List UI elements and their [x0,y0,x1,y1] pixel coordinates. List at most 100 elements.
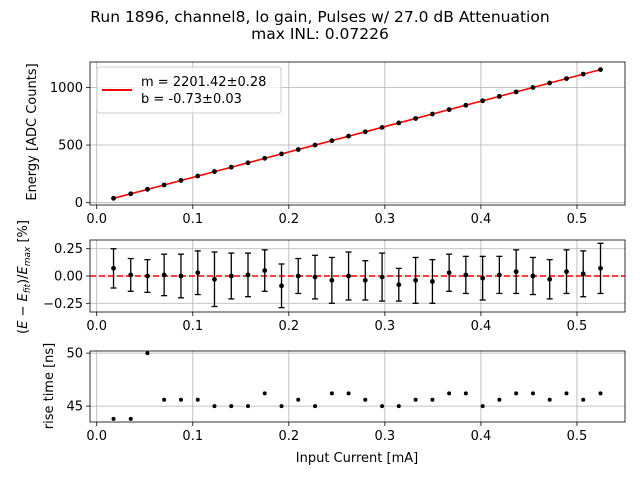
residuals-data-point [346,273,351,279]
rise-x-tick-label: 0.5 [567,429,588,444]
residuals-data-point [245,272,251,278]
energy-data-point [496,93,502,99]
rise-x-tick-label: 0.0 [86,429,107,444]
residuals-x-tick-label: 0.2 [278,319,299,334]
energy-data-point [128,191,134,197]
rise-data-point [547,397,552,402]
residuals-data-point [513,269,519,275]
energy-y-tick-label: 1000 [50,81,83,96]
energy-axes-frame [89,61,626,206]
figure-title-line1: Run 1896, channel8, lo gain, Pulses w/ 2… [90,8,549,26]
residuals-x-tick-label: 0.1 [182,319,203,334]
energy-x-tick-label: 0.1 [182,212,203,227]
residuals-data-point [530,273,536,279]
energy-data-point [111,195,116,201]
energy-x-tick-label: 0.4 [471,212,492,227]
rise-data-point [128,416,133,421]
energy-x-tick-label: 0.0 [86,212,107,227]
energy-data-point [312,142,318,148]
residuals-data-point [379,274,385,280]
residuals-y-label: (E − Efit)/Emax [%] [16,220,33,334]
energy-data-point [329,138,335,144]
energy-data-point [178,178,184,183]
rise-data-point [313,404,318,409]
residuals-data-point [145,273,150,279]
residuals-data-point [446,270,452,276]
rise-data-point [329,391,334,396]
energy-data-point [195,173,201,179]
residuals-data-point [598,265,603,271]
residuals-data-point [295,273,301,279]
rise-x-tick-label: 0.2 [278,429,299,444]
rise-data-point [497,397,502,402]
residuals-data-point [564,269,569,275]
rise-data-point [380,404,385,409]
energy-x-tick-label: 0.5 [567,212,588,227]
rise-data-point [262,391,267,396]
rise-data-point [564,391,569,396]
energy-data-point [212,169,217,174]
residuals-data-point [128,272,134,278]
legend-entry-line2: b = -0.73±0.03 [141,92,242,107]
energy-data-point [430,111,435,117]
residuals-y-tick-label: 0.00 [54,270,83,285]
rise-data-point [296,397,301,402]
energy-y-label: Energy [ADC Counts] [25,63,40,200]
residuals-x-tick-label: 0.3 [375,319,396,334]
energy-data-point [346,133,351,139]
rise-data-point [480,404,485,409]
rise-data-point [111,416,116,421]
residuals-data-point [111,265,116,271]
energy-data-point [161,182,167,188]
rise-x-tick-label: 0.1 [182,429,203,444]
energy-legend: m = 2201.42±0.28 b = -0.73±0.03 [96,66,282,114]
residuals-data-point [580,271,586,277]
x-axis-label: Input Current [mA] [296,451,418,466]
energy-data-point [413,116,419,121]
residuals-axes-frame [89,239,626,313]
energy-data-point [295,147,301,152]
rise-data-point [530,391,535,396]
residuals-data-point [161,272,167,278]
rise-data-point [363,397,368,402]
energy-panel: Energy [ADC Counts] 0.0 0.1 0.2 0.3 0.4 0.5 0 5… [25,61,626,227]
residuals-x-tick-label: 0.0 [86,319,107,334]
energy-data-point [463,102,469,108]
residuals-x-tick-label: 0.4 [471,319,492,334]
energy-data-point [547,80,553,86]
legend-box [96,66,282,114]
energy-data-point [396,120,402,126]
rise-data-point [413,397,418,402]
residuals-data-point [195,270,201,276]
residuals-data-point [312,274,318,280]
rise-y-tick-label: 50 [66,347,83,362]
residuals-data-point [547,276,553,282]
rise-x-tick-label: 0.4 [471,429,492,444]
residuals-data-point [463,272,469,278]
rise-data-point [145,351,150,356]
residuals-data-point [279,283,284,289]
residuals-data-point [178,273,184,279]
energy-data-point [262,155,268,161]
residuals-data-point [228,273,234,279]
residuals-data-point [413,277,419,283]
rise-data-point [162,397,167,402]
rise-data-point [396,404,401,409]
energy-x-tick-label: 0.2 [278,212,299,227]
rise-data-point [463,391,468,396]
energy-data-point [564,76,569,82]
rise-data-point [430,397,435,402]
rise-data-point [279,404,284,409]
rise-data-point [514,391,519,396]
rise-y-tick-label: 45 [66,400,83,415]
energy-data-point [446,107,452,113]
energy-data-point [228,164,234,170]
energy-data-point [279,151,284,157]
residuals-data-point [362,277,368,283]
energy-data-point [362,129,368,135]
rise-data-point [346,391,351,396]
residuals-data-point [496,272,502,278]
linear-fit-line [113,68,601,200]
energy-data-point [480,98,486,104]
